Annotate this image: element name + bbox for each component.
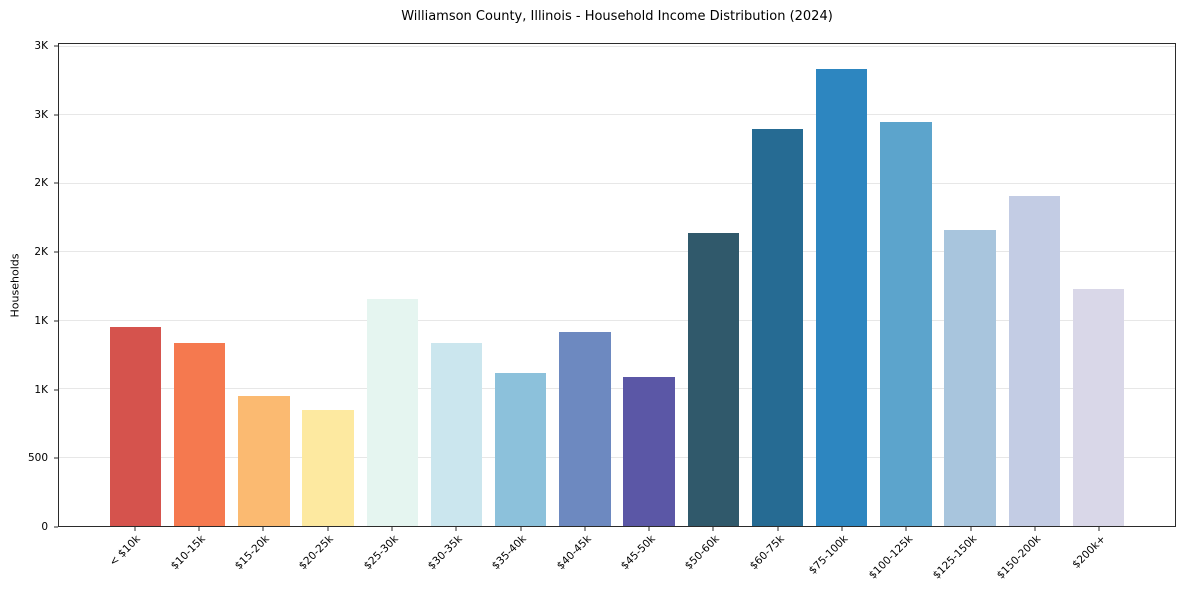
gridline	[59, 319, 1175, 321]
x-tick-label: $35-40k	[489, 533, 530, 573]
bar	[494, 372, 547, 526]
x-tick-label: $60-75k	[747, 533, 787, 573]
bar	[751, 128, 804, 526]
x-tick-mark	[584, 527, 586, 531]
y-tick-label: 3K	[34, 108, 48, 121]
y-tick-label: 3K	[34, 39, 48, 52]
y-tick-mark	[54, 320, 58, 322]
x-tick-label: < $10k	[107, 533, 144, 569]
x-axis-tick-marks	[58, 527, 1176, 532]
bar	[302, 409, 354, 526]
bar	[238, 395, 290, 526]
bar	[366, 298, 418, 526]
x-tick-label: $25-30k	[361, 533, 401, 573]
bar	[1008, 196, 1061, 526]
x-tick-mark	[391, 527, 393, 531]
plot-area	[58, 43, 1176, 527]
bar	[816, 68, 868, 526]
y-tick-mark	[54, 389, 58, 390]
x-tick-label: $200k+	[1070, 533, 1108, 571]
bars-container	[59, 44, 1175, 526]
gridline	[59, 251, 1175, 253]
gridline	[59, 45, 1175, 47]
x-tick-label: $15-20k	[232, 533, 272, 573]
x-tick-mark	[648, 527, 650, 531]
bar	[623, 376, 675, 526]
y-tick-label: 1K	[34, 314, 48, 327]
x-tick-label: $40-45k	[554, 533, 594, 573]
x-tick-mark	[841, 527, 843, 531]
gridline	[59, 388, 1175, 390]
y-tick-mark	[54, 114, 58, 115]
y-tick-mark	[54, 457, 58, 459]
y-tick-mark	[54, 182, 58, 184]
bar	[173, 342, 226, 526]
x-tick-mark	[712, 527, 714, 531]
x-tick-label: $150-200k	[995, 533, 1044, 582]
y-axis-ticks: 0 500 1K 1K 2K 2K 3K 3K	[0, 39, 58, 533]
bar	[687, 232, 739, 526]
bar	[944, 230, 996, 526]
x-tick-mark	[520, 527, 521, 531]
x-tick-label: $125-150k	[930, 533, 980, 582]
x-tick-label: $45-50k	[618, 533, 658, 573]
y-tick-label: 2K	[34, 246, 48, 258]
gridline	[59, 182, 1175, 184]
bar	[430, 342, 483, 526]
y-tick-label: 500	[27, 452, 48, 465]
x-tick-mark	[198, 527, 200, 531]
x-tick-mark	[777, 527, 779, 531]
y-tick-mark	[54, 526, 58, 528]
gridlines	[59, 44, 1175, 526]
x-tick-label: $50-60k	[682, 533, 722, 573]
y-tick-label: 0	[41, 521, 48, 533]
y-tick-label: 2K	[34, 177, 48, 190]
x-tick-mark	[970, 527, 972, 531]
gridline	[59, 114, 1175, 116]
x-tick-mark	[905, 527, 907, 531]
x-tick-label: $10-15k	[168, 533, 208, 573]
bar	[1072, 289, 1125, 526]
x-tick-mark	[327, 527, 329, 531]
x-tick-label: $100-125k	[866, 533, 915, 582]
x-tick-mark	[1098, 527, 1100, 531]
x-tick-mark	[262, 527, 264, 531]
bar	[880, 122, 932, 526]
gridline	[59, 456, 1175, 458]
x-tick-label: $20-25k	[296, 533, 337, 573]
x-tick-mark	[455, 527, 457, 531]
x-tick-mark	[134, 527, 136, 531]
chart-title: Williamson County, Illinois - Household …	[401, 9, 833, 24]
y-tick-label: 1K	[34, 383, 48, 396]
bar	[109, 327, 162, 526]
y-tick-mark	[54, 45, 58, 47]
bar	[559, 331, 611, 526]
x-tick-label: $75-100k	[806, 533, 851, 577]
x-tick-label: $30-35k	[425, 533, 465, 573]
y-tick-mark	[54, 251, 58, 253]
x-tick-mark	[1034, 527, 1036, 531]
